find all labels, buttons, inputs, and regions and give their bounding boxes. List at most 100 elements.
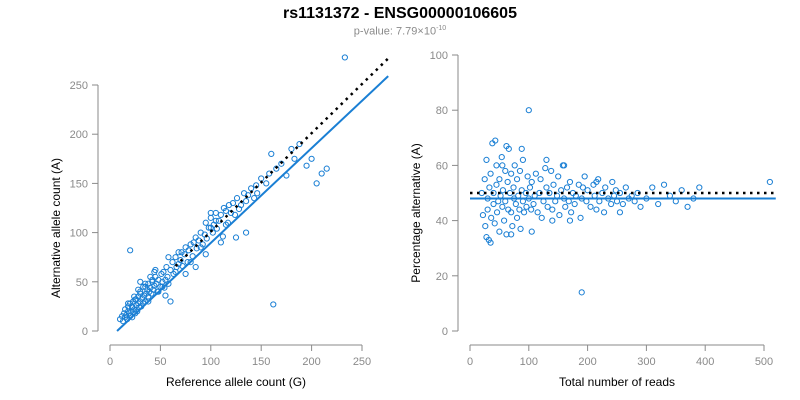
data-point (232, 234, 240, 241)
fit-line (116, 75, 389, 332)
data-point (508, 209, 515, 216)
data-point (486, 184, 493, 191)
data-point (499, 162, 506, 169)
chart-title: rs1131372 - ENSG00000106605 (283, 5, 517, 22)
data-point (511, 162, 518, 169)
data-point (177, 257, 184, 264)
data-point (513, 176, 521, 183)
data-point (655, 200, 662, 208)
x-tick-label: 0 (467, 356, 473, 368)
y-tick-label: 250 (70, 80, 88, 92)
data-point (132, 310, 139, 317)
data-point (518, 187, 525, 194)
data-point (181, 251, 188, 258)
data-point (172, 254, 179, 261)
x-tick-label: 250 (353, 356, 371, 368)
data-point (254, 190, 261, 197)
data-point (608, 200, 615, 208)
data-point (542, 165, 549, 172)
data-point (619, 200, 626, 208)
data-point (556, 211, 563, 219)
data-point (258, 175, 265, 182)
data-point (126, 310, 133, 317)
data-point (142, 280, 149, 287)
data-point (483, 156, 490, 163)
data-point (212, 209, 219, 217)
data-point (164, 273, 171, 280)
data-point (158, 270, 165, 278)
data-point (182, 244, 189, 251)
data-point (323, 165, 330, 172)
data-point (622, 184, 629, 191)
data-point (129, 303, 136, 310)
data-point (483, 234, 490, 241)
data-point (543, 184, 550, 191)
y-tick-label: 200 (70, 129, 88, 141)
data-point (501, 217, 508, 224)
y-tick-label: 40 (436, 216, 448, 228)
data-point (519, 156, 527, 163)
y-axis-title: Alternative allele count (A) (49, 158, 63, 298)
data-point (534, 209, 541, 216)
data-point (503, 142, 510, 150)
data-point (649, 184, 656, 191)
data-point (499, 187, 507, 194)
y-tick-label: 50 (76, 277, 88, 289)
data-point (165, 254, 172, 261)
x-tick-label: 150 (252, 356, 270, 368)
data-point (172, 268, 179, 276)
data-point (242, 198, 250, 205)
data-point (530, 200, 537, 208)
data-point (484, 206, 491, 213)
data-point (537, 176, 544, 183)
data-point (549, 217, 556, 224)
data-point (152, 273, 159, 280)
data-point (163, 263, 170, 271)
data-point (508, 170, 515, 177)
data-point (197, 244, 204, 251)
data-point (490, 189, 497, 197)
data-point (192, 234, 199, 241)
x-tick-label: 50 (154, 356, 166, 368)
data-point (175, 249, 182, 256)
data-point (616, 209, 624, 216)
data-point (571, 200, 578, 208)
data-point (660, 181, 668, 188)
data-point (162, 292, 169, 299)
data-point (167, 266, 174, 274)
data-point (593, 206, 600, 213)
data-point (502, 167, 509, 175)
data-point (202, 251, 209, 258)
y-tick-label: 100 (70, 228, 88, 240)
x-tick-label: 100 (520, 356, 538, 368)
data-point (182, 270, 189, 278)
data-point (566, 217, 574, 224)
data-point (575, 181, 582, 188)
x-tick-label: 200 (578, 356, 596, 368)
data-point (125, 300, 132, 307)
data-point (528, 206, 535, 213)
data-point (593, 178, 600, 186)
data-point (528, 228, 535, 235)
data-point (528, 178, 535, 186)
y-tick-label: 60 (436, 160, 448, 172)
data-point (506, 189, 514, 197)
data-point (478, 189, 485, 197)
data-point (543, 156, 550, 163)
data-point (509, 223, 516, 230)
data-point (479, 211, 487, 219)
data-point (129, 314, 136, 321)
data-point (579, 184, 586, 191)
data-point (524, 173, 531, 180)
data-point (224, 219, 232, 226)
data-point (212, 217, 219, 224)
data-point (517, 225, 524, 232)
data-point (513, 214, 521, 221)
data-point (248, 185, 255, 192)
data-point (562, 203, 569, 210)
data-point (563, 184, 571, 191)
data-point (187, 259, 194, 266)
data-point (504, 178, 511, 186)
data-point (155, 288, 162, 295)
data-point (496, 176, 503, 183)
